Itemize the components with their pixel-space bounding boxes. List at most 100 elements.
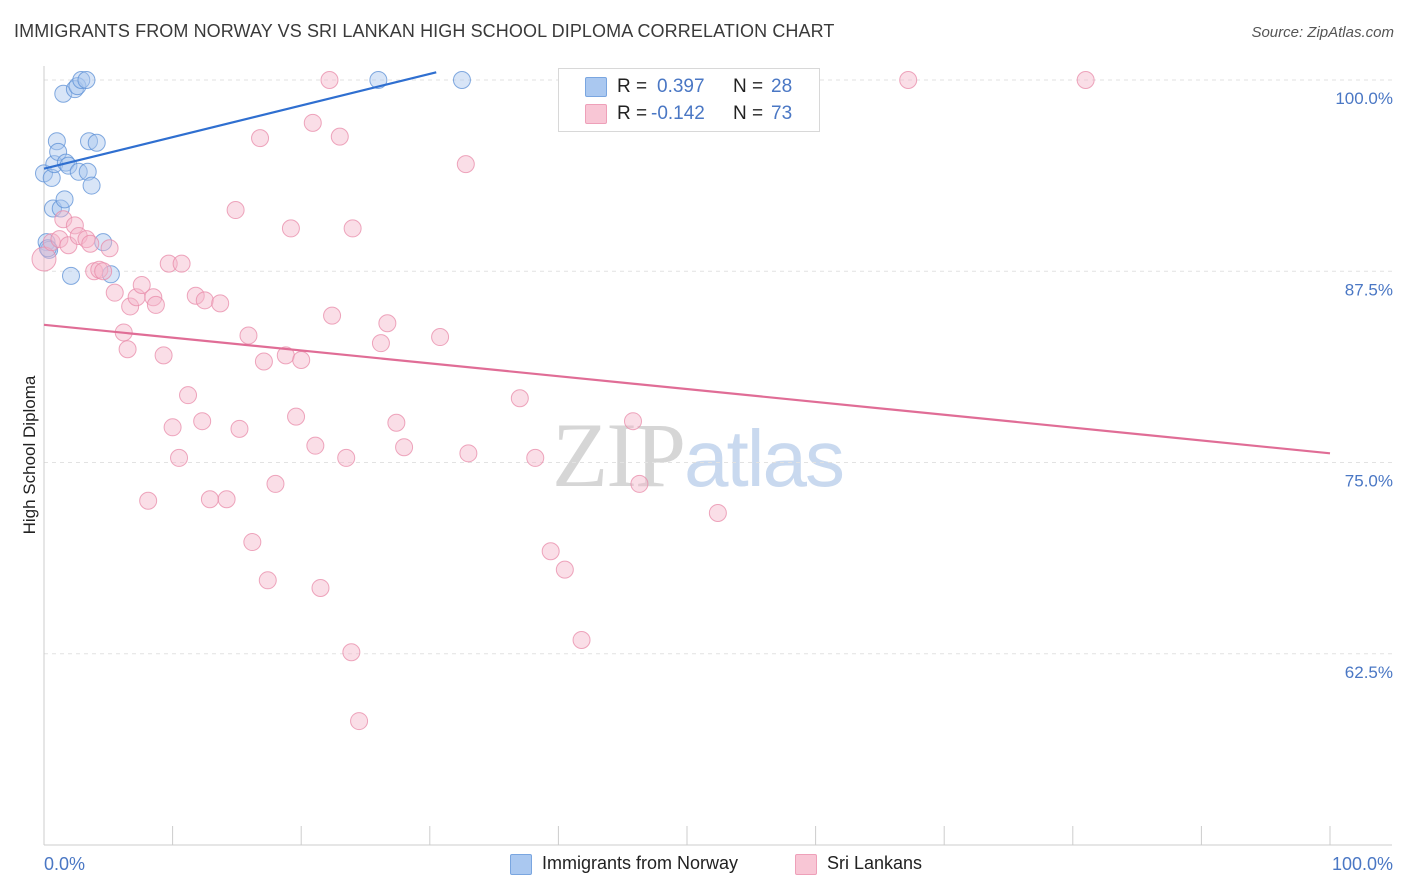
stats-row-srilankan: R = -0.142 N = 73 [559,102,819,126]
point-srilankan[interactable] [320,71,339,89]
point-srilankan[interactable] [526,448,545,467]
point-srilankan[interactable] [172,254,191,273]
point-srilankan[interactable] [330,127,349,146]
point-srilankan[interactable] [292,350,311,369]
point-norway[interactable] [62,266,81,285]
point-srilankan[interactable] [81,234,100,253]
stats-r-value: -0.142 [651,103,705,124]
point-srilankan[interactable] [510,389,529,408]
stats-n-label: N = [733,103,764,124]
point-srilankan[interactable] [186,286,205,305]
point-srilankan[interactable] [170,448,189,467]
point-srilankan[interactable] [899,71,918,89]
point-srilankan[interactable] [139,491,158,510]
stats-r-value: 0.397 [657,76,705,97]
point-srilankan[interactable] [371,334,390,353]
point-srilankan[interactable] [311,578,330,597]
point-srilankan[interactable] [146,295,165,314]
stats-box: R = 0.397 N = 28 R = -0.142 N = 73 [558,68,820,132]
point-srilankan[interactable] [708,503,727,522]
point-norway[interactable] [42,168,61,187]
point-srilankan[interactable] [378,314,397,333]
point-srilankan[interactable] [343,219,362,238]
point-srilankan[interactable] [266,474,285,493]
point-srilankan[interactable] [456,155,475,174]
legend-label-norway: Immigrants from Norway [542,853,739,873]
point-srilankan[interactable] [179,386,198,405]
point-srilankan[interactable] [118,340,137,359]
point-norway[interactable] [55,190,74,209]
stats-row-norway: R = 0.397 N = 28 [559,75,819,99]
point-srilankan[interactable] [239,326,258,345]
point-srilankan[interactable] [258,571,277,590]
point-srilankan[interactable] [211,294,230,313]
point-srilankan[interactable] [65,216,84,235]
point-srilankan[interactable] [159,254,178,273]
point-srilankan[interactable] [623,412,642,431]
point-srilankan[interactable] [306,436,325,455]
point-srilankan[interactable] [193,412,212,431]
stats-n-value: 73 [771,103,793,124]
point-srilankan[interactable] [121,297,140,316]
grid-lines [44,79,1392,655]
y-tick-label: 87.5% [1345,280,1393,299]
point-srilankan[interactable] [195,291,214,310]
legend-swatch-srilankan [795,854,817,875]
point-srilankan[interactable] [59,236,78,255]
point-srilankan[interactable] [200,490,219,509]
point-srilankan[interactable] [217,490,236,509]
point-srilankan[interactable] [254,352,273,371]
point-srilankan[interactable] [230,419,249,438]
point-srilankan[interactable] [132,276,151,295]
point-srilankan[interactable] [50,230,69,249]
point-norway[interactable] [87,133,106,152]
point-srilankan[interactable] [31,246,57,272]
y-tick-label: 62.5% [1345,663,1393,682]
point-srilankan[interactable] [555,560,574,579]
point-srilankan[interactable] [630,474,649,493]
point-srilankan[interactable] [395,438,414,457]
point-srilankan[interactable] [303,113,322,132]
y-axis-title: High School Diploma [20,375,39,534]
point-srilankan[interactable] [572,630,591,649]
point-norway[interactable] [369,71,388,89]
point-srilankan[interactable] [100,239,119,258]
point-norway[interactable] [82,176,101,195]
point-srilankan[interactable] [337,448,356,467]
point-srilankan[interactable] [387,413,406,432]
point-srilankan[interactable] [243,533,262,552]
point-norway[interactable] [72,71,91,89]
y-tick-label: 75.0% [1345,472,1393,491]
point-norway[interactable] [78,162,97,181]
trend-line-srilankan [43,323,1331,455]
point-norway[interactable] [51,199,70,218]
stats-swatch-srilankan [585,104,607,124]
point-srilankan[interactable] [226,201,245,220]
stats-swatch-norway [585,77,607,97]
point-norway[interactable] [69,162,88,181]
point-norway[interactable] [77,71,96,89]
point-srilankan[interactable] [54,210,73,229]
legend: Immigrants from Norway Sri Lankans [0,852,1406,878]
point-srilankan[interactable] [154,346,173,365]
point-srilankan[interactable] [323,306,342,325]
point-srilankan[interactable] [1076,71,1095,89]
point-srilankan[interactable] [342,643,361,662]
point-norway[interactable] [452,71,471,89]
point-srilankan[interactable] [94,262,113,281]
point-srilankan[interactable] [541,542,560,561]
point-srilankan[interactable] [163,418,182,437]
series-norway [35,71,471,285]
legend-label-srilankan: Sri Lankans [827,853,923,873]
point-srilankan[interactable] [281,219,300,238]
point-norway[interactable] [54,84,73,103]
watermark-zip: ZIP [552,404,686,506]
point-srilankan[interactable] [105,283,124,302]
point-srilankan[interactable] [287,407,306,426]
point-srilankan[interactable] [251,129,270,148]
trend-lines [43,71,1331,455]
point-srilankan[interactable] [350,712,369,731]
point-norway[interactable] [80,132,99,151]
point-srilankan[interactable] [431,328,450,347]
point-srilankan[interactable] [459,444,478,463]
